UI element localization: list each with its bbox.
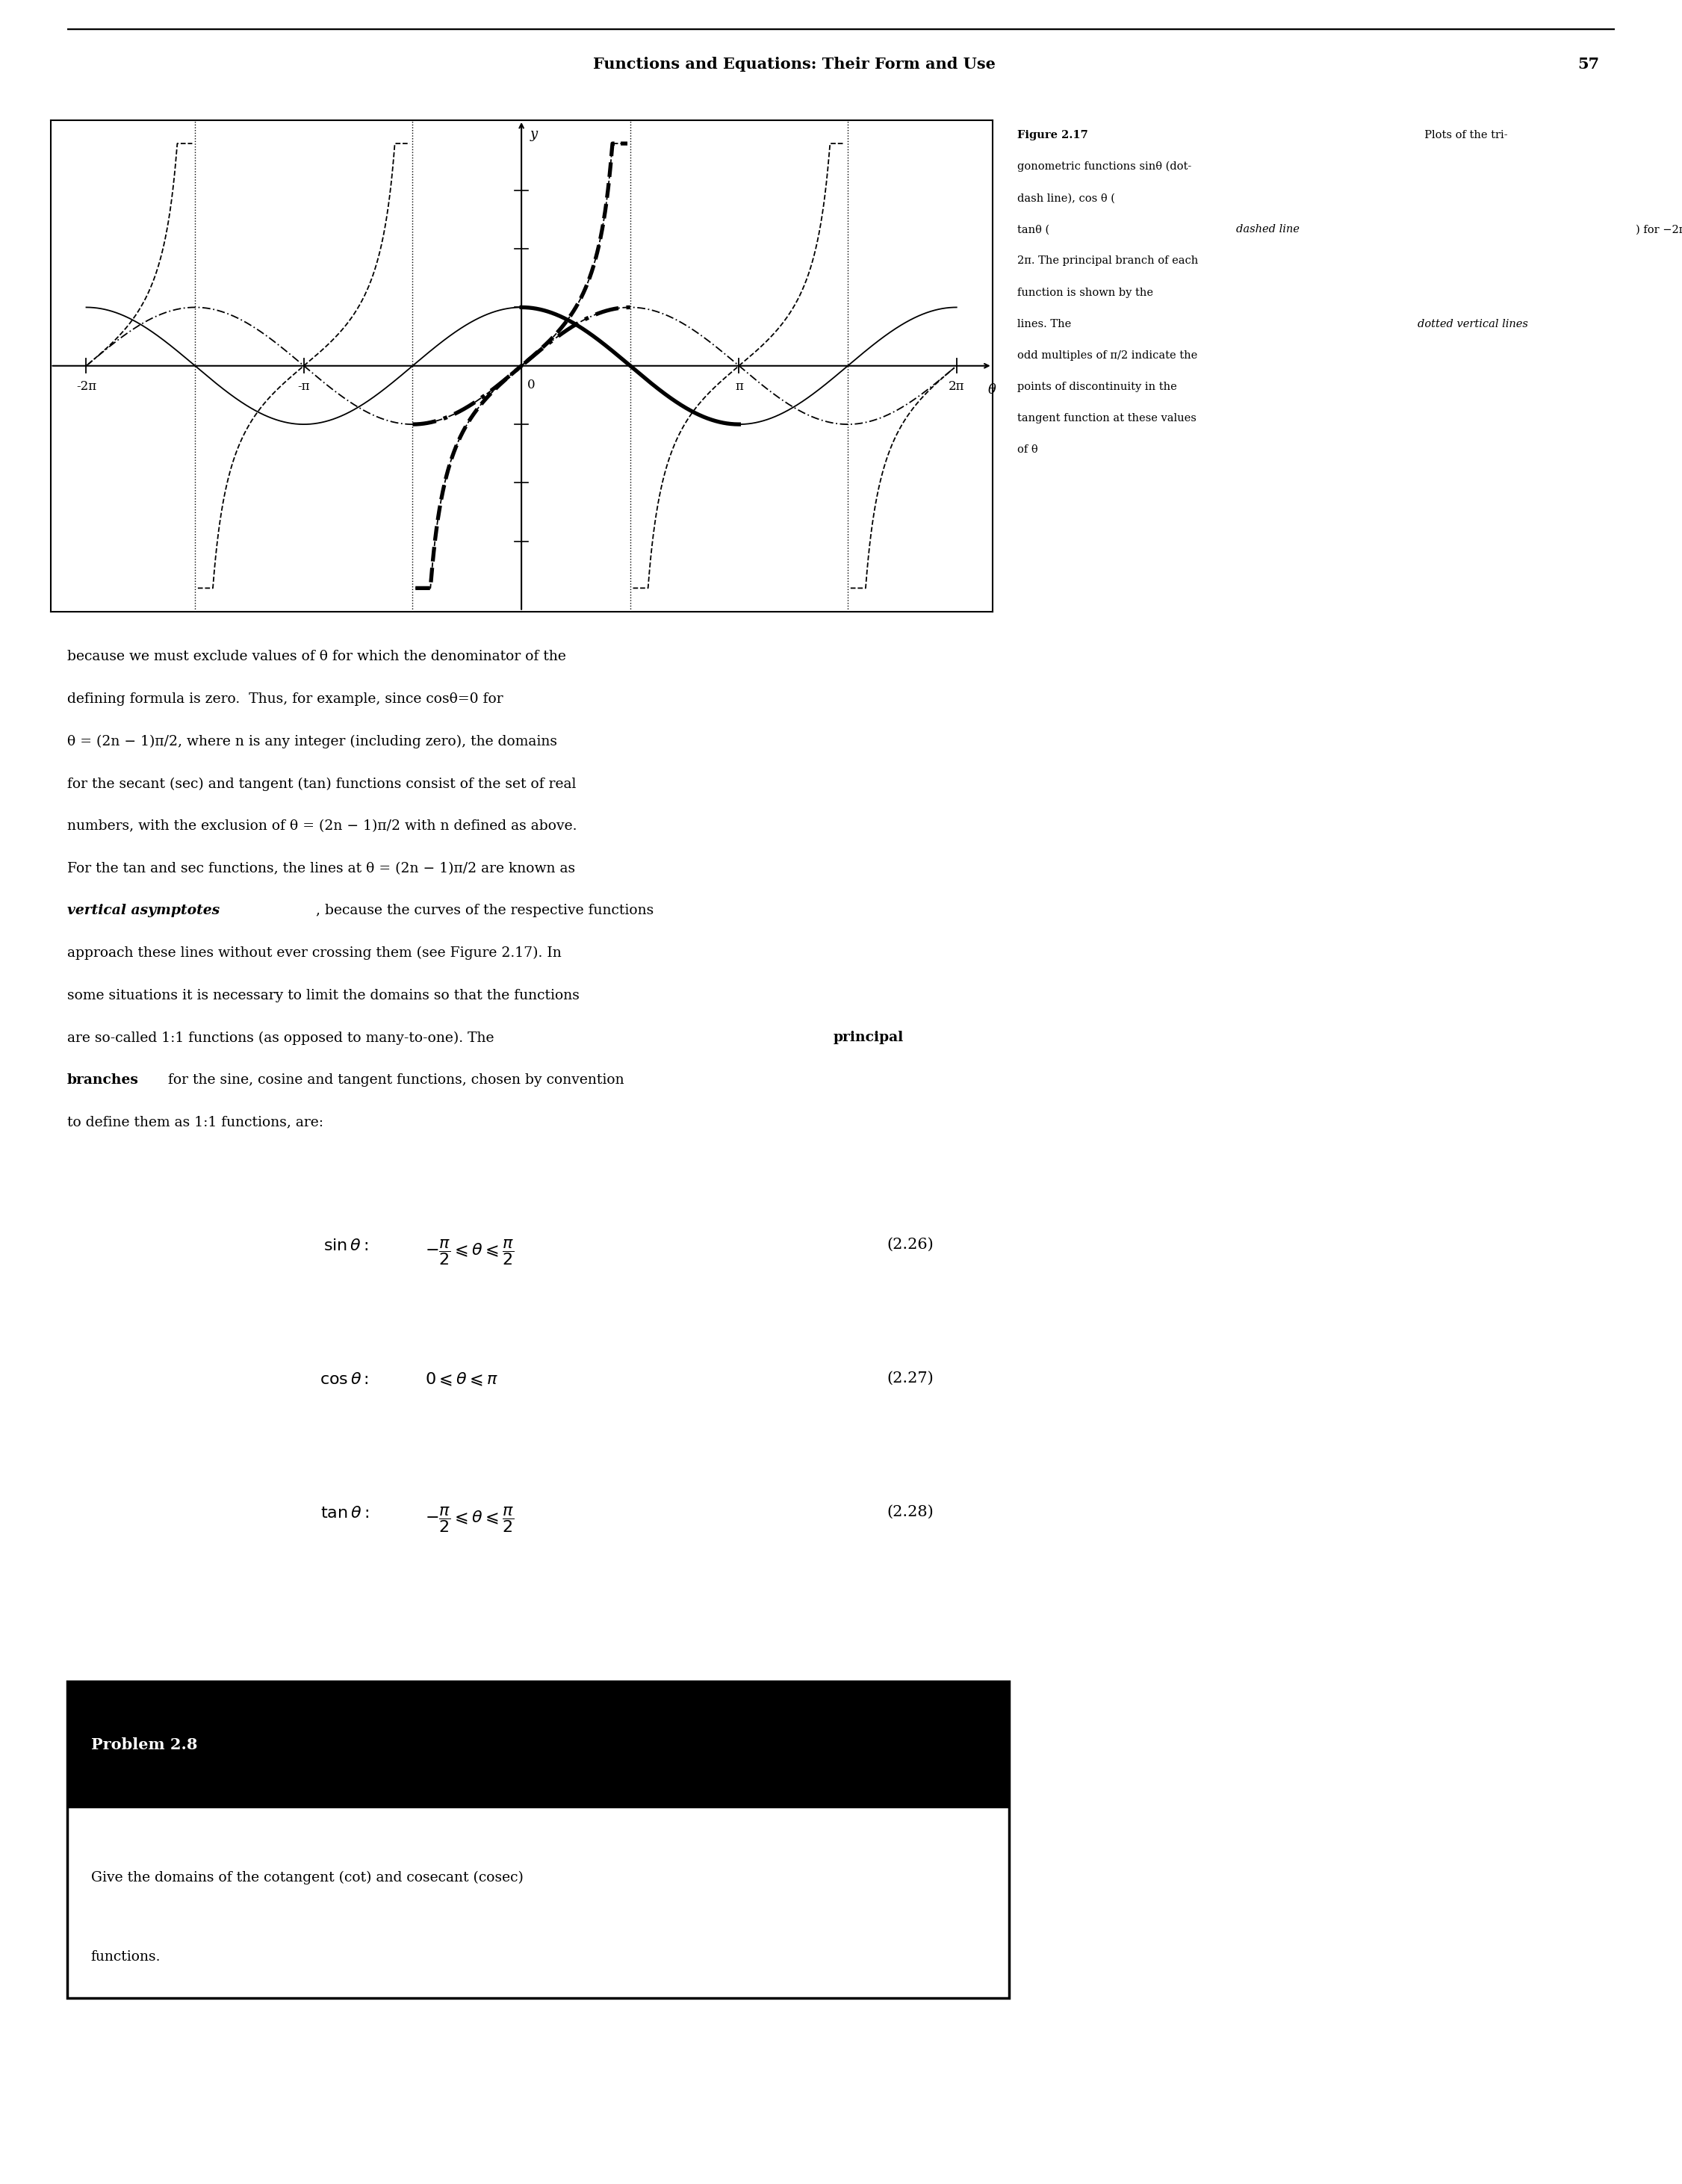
Text: function is shown by the: function is shown by the xyxy=(1018,288,1157,297)
Text: (2.26): (2.26) xyxy=(886,1238,934,1251)
Text: approach these lines without ever crossing them (see Figure 2.17). In: approach these lines without ever crossi… xyxy=(67,946,562,961)
Text: tanθ (: tanθ ( xyxy=(1018,225,1050,234)
Text: Functions and Equations: Their Form and Use: Functions and Equations: Their Form and … xyxy=(594,57,996,72)
Text: some situations it is necessary to limit the domains so that the functions: some situations it is necessary to limit… xyxy=(67,989,580,1002)
Text: (2.28): (2.28) xyxy=(886,1505,934,1518)
Text: to define them as 1:1 functions, are:: to define them as 1:1 functions, are: xyxy=(67,1116,323,1129)
Text: Plots of the tri-: Plots of the tri- xyxy=(1418,131,1507,140)
Text: gonometric functions sinθ (dot-: gonometric functions sinθ (dot- xyxy=(1018,162,1193,173)
Text: Give the domains of the cotangent (cot) and cosecant (cosec): Give the domains of the cotangent (cot) … xyxy=(91,1872,523,1885)
Text: for the secant (sec) and tangent (tan) functions consist of the set of real: for the secant (sec) and tangent (tan) f… xyxy=(67,778,577,791)
Text: ) for −2π ≤ θ ≤: ) for −2π ≤ θ ≤ xyxy=(1637,225,1682,234)
Text: for the sine, cosine and tangent functions, chosen by convention: for the sine, cosine and tangent functio… xyxy=(163,1072,624,1088)
Text: (2.27): (2.27) xyxy=(886,1372,934,1385)
Text: θ = (2n − 1)π/2, where n is any integer (including zero), the domains: θ = (2n − 1)π/2, where n is any integer … xyxy=(67,734,557,749)
Text: , because the curves of the respective functions: , because the curves of the respective f… xyxy=(316,904,654,917)
Text: tangent function at these values: tangent function at these values xyxy=(1018,413,1198,424)
Text: odd multiples of π/2 indicate the: odd multiples of π/2 indicate the xyxy=(1018,349,1198,360)
Text: 2π: 2π xyxy=(949,380,964,393)
Text: dashed line: dashed line xyxy=(1236,225,1299,234)
Text: $-\dfrac{\pi}{2}\leqslant\theta\leqslant\dfrac{\pi}{2}$: $-\dfrac{\pi}{2}\leqslant\theta\leqslant… xyxy=(426,1238,515,1267)
Text: because we must exclude values of θ for which the denominator of the: because we must exclude values of θ for … xyxy=(67,651,567,664)
Text: -π: -π xyxy=(298,380,309,393)
Text: functions.: functions. xyxy=(91,1950,161,1963)
Text: y: y xyxy=(530,127,538,142)
FancyBboxPatch shape xyxy=(67,1682,1009,1808)
Text: dash line), cos θ (: dash line), cos θ ( xyxy=(1018,192,1115,203)
Text: 0: 0 xyxy=(526,378,535,391)
Text: 2π. The principal branch of each: 2π. The principal branch of each xyxy=(1018,256,1199,266)
FancyBboxPatch shape xyxy=(67,1682,1009,1998)
Text: $0\leqslant\theta\leqslant\pi$: $0\leqslant\theta\leqslant\pi$ xyxy=(426,1372,498,1387)
Text: π: π xyxy=(735,380,743,393)
Text: vertical asymptotes: vertical asymptotes xyxy=(67,904,220,917)
Text: $\tan\theta :$: $\tan\theta :$ xyxy=(320,1505,368,1522)
Text: branches: branches xyxy=(67,1072,140,1088)
Text: For the tan and sec functions, the lines at θ = (2n − 1)π/2 are known as: For the tan and sec functions, the lines… xyxy=(67,863,575,876)
Text: dotted vertical lines: dotted vertical lines xyxy=(1418,319,1527,330)
Text: principal: principal xyxy=(833,1031,903,1044)
Text: 57: 57 xyxy=(1578,57,1600,72)
Text: $\cos\theta :$: $\cos\theta :$ xyxy=(320,1372,368,1387)
Text: lines. The: lines. The xyxy=(1018,319,1075,330)
Text: are so-called 1:1 functions (as opposed to many-to-one). The: are so-called 1:1 functions (as opposed … xyxy=(67,1031,498,1044)
Text: defining formula is zero.  Thus, for example, since cosθ=0 for: defining formula is zero. Thus, for exam… xyxy=(67,692,503,705)
Text: of θ: of θ xyxy=(1018,446,1038,454)
Text: θ: θ xyxy=(987,384,996,397)
Text: -2π: -2π xyxy=(76,380,96,393)
Text: Problem 2.8: Problem 2.8 xyxy=(91,1738,197,1752)
Text: numbers, with the exclusion of θ = (2n − 1)π/2 with n defined as above.: numbers, with the exclusion of θ = (2n −… xyxy=(67,819,577,832)
Text: points of discontinuity in the: points of discontinuity in the xyxy=(1018,382,1177,391)
Text: $\sin\theta :$: $\sin\theta :$ xyxy=(323,1238,368,1254)
Text: $-\dfrac{\pi}{2}\leqslant\theta\leqslant\dfrac{\pi}{2}$: $-\dfrac{\pi}{2}\leqslant\theta\leqslant… xyxy=(426,1505,515,1533)
Text: Figure 2.17: Figure 2.17 xyxy=(1018,131,1088,140)
